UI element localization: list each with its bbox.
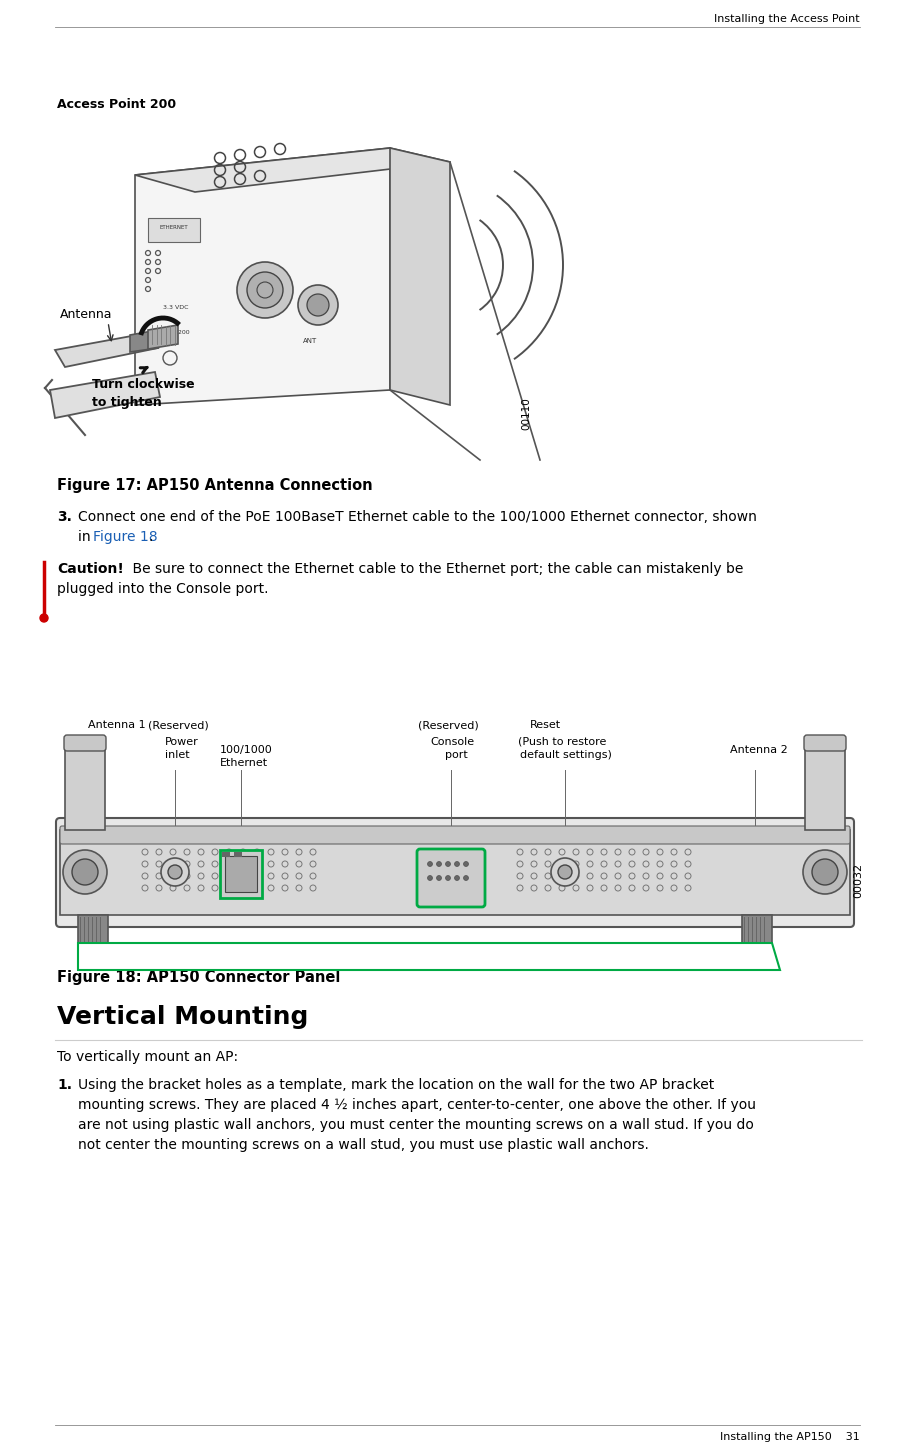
- Circle shape: [437, 876, 441, 880]
- Bar: [220, 849, 262, 897]
- Circle shape: [455, 876, 459, 880]
- Bar: [78, 915, 108, 942]
- FancyBboxPatch shape: [60, 826, 850, 844]
- Text: not center the mounting screws on a wall stud, you must use plastic wall anchors: not center the mounting screws on a wall…: [78, 1138, 649, 1151]
- Text: default settings): default settings): [520, 751, 612, 759]
- Text: Installing the AP150    31: Installing the AP150 31: [720, 1432, 860, 1442]
- Text: Installing the Access Point: Installing the Access Point: [714, 15, 860, 25]
- Polygon shape: [50, 372, 160, 418]
- Text: Be sure to connect the Ethernet cable to the Ethernet port; the cable can mistak: Be sure to connect the Ethernet cable to…: [115, 562, 744, 576]
- Text: 00110: 00110: [521, 398, 531, 430]
- Circle shape: [464, 861, 468, 867]
- Polygon shape: [135, 148, 450, 192]
- Bar: [222, 852, 230, 857]
- Circle shape: [247, 272, 283, 308]
- Text: 00032: 00032: [853, 862, 863, 897]
- Text: (Reserved): (Reserved): [148, 720, 209, 730]
- Polygon shape: [390, 148, 450, 405]
- Text: in: in: [78, 530, 95, 544]
- Text: Figure 18: Figure 18: [93, 530, 158, 544]
- Polygon shape: [135, 148, 390, 405]
- Text: ANT 200: ANT 200: [163, 330, 189, 335]
- Text: Turn clockwise: Turn clockwise: [92, 378, 195, 391]
- Polygon shape: [55, 333, 158, 367]
- Text: Reset: Reset: [530, 720, 562, 730]
- Text: Caution!: Caution!: [57, 562, 124, 576]
- Text: (Reserved): (Reserved): [418, 720, 479, 730]
- Text: Figure 18: AP150 Connector Panel: Figure 18: AP150 Connector Panel: [57, 970, 340, 984]
- Text: inlet: inlet: [165, 751, 189, 759]
- Text: mounting screws. They are placed 4 ½ inches apart, center-to-center, one above t: mounting screws. They are placed 4 ½ inc…: [78, 1098, 756, 1112]
- Circle shape: [551, 858, 579, 886]
- Text: .: .: [149, 530, 153, 544]
- Circle shape: [63, 849, 107, 894]
- Text: To vertically mount an AP:: To vertically mount an AP:: [57, 1050, 238, 1064]
- Circle shape: [307, 293, 329, 317]
- Text: Connect one end of the PoE 100BaseT Ethernet cable to the 100/1000 Ethernet conn: Connect one end of the PoE 100BaseT Ethe…: [78, 510, 757, 524]
- Circle shape: [237, 261, 293, 318]
- FancyBboxPatch shape: [804, 735, 846, 751]
- Text: (Push to restore: (Push to restore: [518, 738, 606, 746]
- Circle shape: [168, 865, 182, 878]
- Text: Figure 17: AP150 Antenna Connection: Figure 17: AP150 Antenna Connection: [57, 478, 372, 494]
- Text: Vertical Mounting: Vertical Mounting: [57, 1005, 309, 1029]
- Text: 1.: 1.: [57, 1077, 72, 1092]
- Polygon shape: [148, 325, 178, 348]
- Bar: [225, 857, 257, 892]
- Bar: [148, 218, 200, 242]
- FancyBboxPatch shape: [56, 817, 854, 926]
- Bar: [742, 915, 772, 942]
- Text: to tighten: to tighten: [92, 396, 161, 409]
- Text: Access Point 200: Access Point 200: [57, 97, 176, 110]
- Text: Antenna: Antenna: [60, 308, 112, 321]
- Circle shape: [437, 861, 441, 867]
- Text: Antenna 1: Antenna 1: [88, 720, 145, 730]
- Circle shape: [464, 876, 468, 880]
- Text: ANT: ANT: [303, 338, 318, 344]
- Text: 100/1000: 100/1000: [220, 745, 273, 755]
- Bar: [805, 741, 845, 831]
- Circle shape: [72, 860, 98, 886]
- Circle shape: [428, 876, 432, 880]
- Text: are not using plastic wall anchors, you must center the mounting screws on a wal: are not using plastic wall anchors, you …: [78, 1118, 753, 1133]
- Circle shape: [298, 285, 338, 325]
- FancyBboxPatch shape: [417, 849, 485, 908]
- Circle shape: [446, 876, 450, 880]
- Text: 3.3 VDC: 3.3 VDC: [163, 305, 188, 309]
- Circle shape: [455, 861, 459, 867]
- Bar: [65, 741, 105, 831]
- Text: port: port: [445, 751, 467, 759]
- Bar: [60, 831, 850, 915]
- Polygon shape: [130, 330, 158, 351]
- Circle shape: [428, 861, 432, 867]
- Text: 3.: 3.: [57, 510, 72, 524]
- Text: Ethernet: Ethernet: [220, 758, 268, 768]
- Text: Using the bracket holes as a template, mark the location on the wall for the two: Using the bracket holes as a template, m…: [78, 1077, 714, 1092]
- Text: Power: Power: [165, 738, 199, 746]
- Circle shape: [803, 849, 847, 894]
- Text: Antenna 2: Antenna 2: [730, 745, 788, 755]
- Text: plugged into the Console port.: plugged into the Console port.: [57, 582, 268, 595]
- Circle shape: [161, 858, 189, 886]
- Circle shape: [446, 861, 450, 867]
- Bar: [234, 852, 242, 857]
- FancyBboxPatch shape: [64, 735, 106, 751]
- Circle shape: [558, 865, 572, 878]
- Text: Console: Console: [430, 738, 475, 746]
- Circle shape: [812, 860, 838, 886]
- Circle shape: [40, 614, 48, 621]
- Text: ETHERNET: ETHERNET: [160, 225, 188, 229]
